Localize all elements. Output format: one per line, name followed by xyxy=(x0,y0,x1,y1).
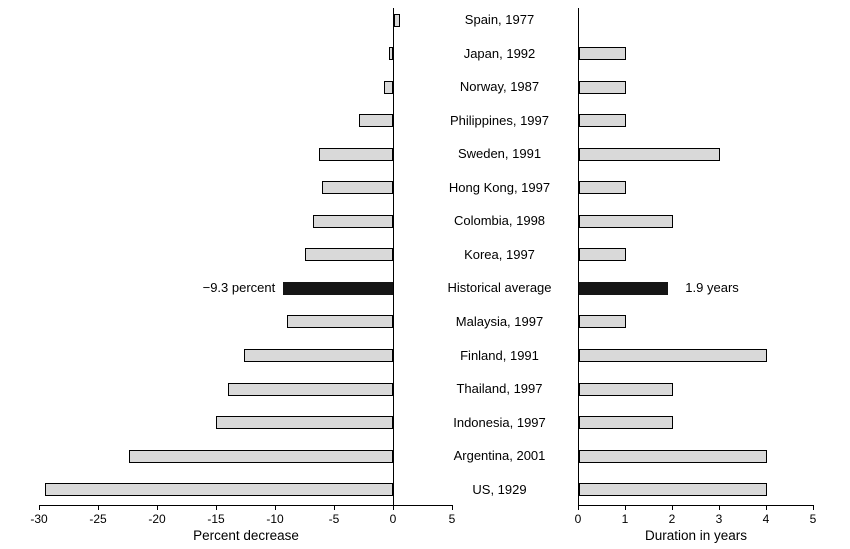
duration-bar xyxy=(579,416,673,430)
percent-decrease-bar xyxy=(286,315,393,329)
right-axis-tick-label: 1 xyxy=(621,512,629,526)
left-axis-tick xyxy=(216,505,217,510)
left-axis-tick xyxy=(334,505,335,510)
duration-bar xyxy=(579,382,673,396)
percent-decrease-bar xyxy=(216,416,393,430)
category-label: Argentina, 2001 xyxy=(453,448,546,464)
percent-decrease-bar xyxy=(128,449,393,463)
percent-decrease-bar xyxy=(322,181,393,195)
duration-bar xyxy=(579,181,626,195)
category-label: US, 1929 xyxy=(472,481,527,497)
left-panel-baseline xyxy=(40,505,453,506)
left-axis-tick-label: -5 xyxy=(328,512,340,526)
right-panel-baseline xyxy=(578,505,814,506)
left-axis-tick-label: 5 xyxy=(448,512,456,526)
category-label: Historical average xyxy=(447,280,552,296)
left-axis-tick xyxy=(98,505,99,510)
category-label: Japan, 1992 xyxy=(463,45,536,61)
left-axis-tick-label: -20 xyxy=(148,512,166,526)
duration-bar xyxy=(579,281,669,295)
left-axis-tick-label: -10 xyxy=(266,512,284,526)
duration-bar xyxy=(579,449,767,463)
percent-decrease-bar xyxy=(318,147,393,161)
left-axis-tick-label: -30 xyxy=(30,512,48,526)
left-axis-tick-label: -15 xyxy=(207,512,225,526)
category-label: Norway, 1987 xyxy=(459,79,540,95)
average-duration-label: 1.9 years xyxy=(685,280,739,296)
percent-decrease-bar xyxy=(44,483,393,497)
right-axis-tick-label: 0 xyxy=(574,512,582,526)
category-label: Korea, 1997 xyxy=(464,246,535,262)
left-axis-tick-label: -25 xyxy=(89,512,107,526)
right-axis-tick-label: 5 xyxy=(809,512,817,526)
duration-bar xyxy=(579,147,720,161)
percent-decrease-bar xyxy=(383,80,393,94)
category-label: Indonesia, 1997 xyxy=(453,414,546,430)
percent-decrease-bar xyxy=(283,281,393,295)
percent-decrease-bar xyxy=(389,47,393,61)
category-label: Hong Kong, 1997 xyxy=(448,179,551,195)
left-axis-tick xyxy=(275,505,276,510)
right-axis-title: Duration in years xyxy=(644,528,748,543)
percent-decrease-bar xyxy=(394,13,400,27)
left-axis-tick xyxy=(39,505,40,510)
duration-bar xyxy=(579,248,626,262)
percent-decrease-bar xyxy=(312,214,393,228)
category-label: Philippines, 1997 xyxy=(449,112,550,128)
left-axis-tick-label: 0 xyxy=(389,512,397,526)
right-axis-tick-label: 3 xyxy=(715,512,723,526)
category-label: Sweden, 1991 xyxy=(457,146,542,162)
right-axis-tick xyxy=(813,505,814,510)
right-axis-tick-label: 2 xyxy=(668,512,676,526)
left-axis-tick xyxy=(157,505,158,510)
duration-bar xyxy=(579,349,767,362)
category-label: Thailand, 1997 xyxy=(456,381,543,397)
category-label: Malaysia, 1997 xyxy=(455,313,544,329)
percent-decrease-bar xyxy=(227,382,393,396)
duration-bar xyxy=(579,47,626,61)
category-label: Colombia, 1998 xyxy=(453,213,546,229)
right-axis-tick xyxy=(672,505,673,510)
category-label: Finland, 1991 xyxy=(460,347,539,363)
average-percent-label: −9.3 percent xyxy=(202,280,276,296)
percent-decrease-bar xyxy=(358,114,393,128)
duration-bar xyxy=(579,483,767,497)
duration-bar xyxy=(579,114,626,128)
right-axis-tick xyxy=(625,505,626,510)
category-label: Spain, 1977 xyxy=(464,12,535,27)
left-axis-tick xyxy=(452,505,453,510)
right-axis-tick xyxy=(719,505,720,510)
duration-bar xyxy=(579,315,626,329)
left-panel-zero-axis xyxy=(393,8,394,505)
right-panel-zero-axis xyxy=(578,8,579,505)
right-axis-tick xyxy=(578,505,579,510)
right-axis-tick xyxy=(766,505,767,510)
percent-decrease-bar xyxy=(304,248,393,262)
duration-bar xyxy=(579,214,673,228)
percent-decrease-bar xyxy=(244,349,393,362)
left-axis-tick xyxy=(393,505,394,510)
duration-bar xyxy=(579,80,626,94)
left-axis-title: Percent decrease xyxy=(193,528,299,543)
right-axis-tick-label: 4 xyxy=(762,512,770,526)
